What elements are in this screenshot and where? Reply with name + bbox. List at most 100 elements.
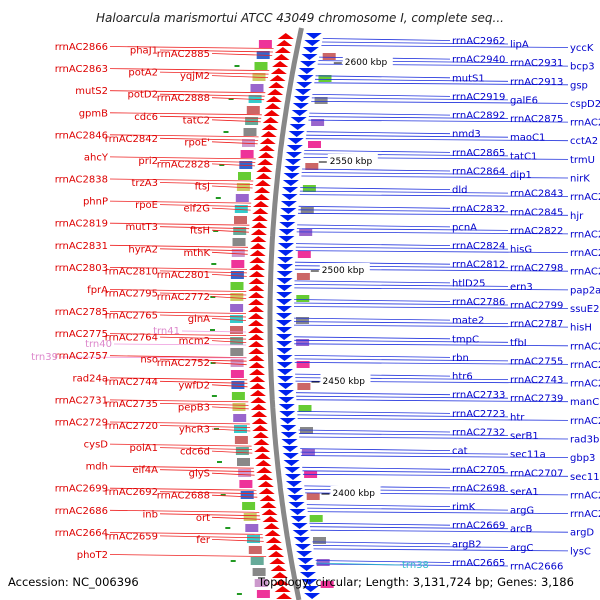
gene-label: rrnAC2705 xyxy=(452,465,505,476)
gene-label: cat xyxy=(452,446,468,457)
reverse-gene-arrow xyxy=(276,313,293,319)
forward-gene-arrow xyxy=(263,523,280,529)
orf-marker xyxy=(210,296,216,298)
leader-line xyxy=(316,563,509,567)
gene-label: arcB xyxy=(510,524,533,535)
forward-gene-arrow xyxy=(274,47,291,53)
reverse-gene-arrow xyxy=(281,194,298,200)
gene-label: potA2 xyxy=(128,68,158,79)
gene-label: htr6 xyxy=(452,372,473,383)
leader-line xyxy=(59,356,247,359)
gene-label: rrnAC2731 xyxy=(55,395,108,406)
kbp-label-bg xyxy=(342,55,393,67)
leader-line xyxy=(109,289,247,292)
cog-feature-block xyxy=(230,293,244,301)
forward-gene-arrow xyxy=(251,411,268,417)
forward-gene-arrow xyxy=(255,173,272,179)
reverse-gene-arrow xyxy=(276,348,293,354)
leader-line xyxy=(297,212,569,216)
forward-gene-arrow xyxy=(262,117,279,123)
cog-feature-block xyxy=(243,513,257,521)
gene-label: hyrA2 xyxy=(128,244,158,255)
gene-label: ern3 xyxy=(510,282,533,293)
gene-label: rrnAC2730 xyxy=(570,416,600,427)
gene-label: rrnAC2729 xyxy=(55,418,108,429)
gene-label: rrnAC2733 xyxy=(452,390,505,401)
cog-feature-block xyxy=(234,425,247,433)
forward-gene-arrow xyxy=(264,103,281,109)
leader-line xyxy=(310,529,569,533)
forward-gene-arrow xyxy=(248,369,265,375)
leader-line xyxy=(109,443,252,447)
gene-label: rrnAC2744 xyxy=(105,377,158,388)
forward-gene-arrow xyxy=(248,348,265,354)
cog-feature-block xyxy=(230,359,244,367)
reverse-gene-arrow xyxy=(276,285,293,291)
cog-feature-block xyxy=(238,172,251,180)
leader-line xyxy=(159,469,255,473)
leader-line xyxy=(109,178,254,182)
gene-label: hisG xyxy=(510,245,532,256)
accession-text: Accession: NC_006396 xyxy=(8,575,139,589)
gene-label: sec11a xyxy=(510,450,546,461)
reverse-gene-arrow xyxy=(276,271,293,277)
gene-label: phnP xyxy=(83,197,108,208)
leader-line xyxy=(294,355,451,358)
cog-feature-block xyxy=(302,185,316,192)
gene-label: rrnAC2803 xyxy=(55,263,108,274)
leader-line xyxy=(295,246,509,250)
leader-line xyxy=(294,358,509,362)
forward-gene-arrow xyxy=(261,509,278,515)
reverse-gene-arrow xyxy=(304,40,321,46)
gene-label: rrnAC2699 xyxy=(55,484,108,495)
reverse-gene-arrow xyxy=(285,481,302,487)
gene-label: eif2G xyxy=(183,204,210,215)
forward-gene-arrow xyxy=(250,229,267,235)
orf-marker xyxy=(213,230,219,232)
leader-line xyxy=(295,261,451,265)
cog-feature-block xyxy=(245,524,259,532)
forward-gene-arrow xyxy=(268,82,285,88)
gene-label: lysC xyxy=(570,546,591,557)
cog-feature-block xyxy=(230,370,244,378)
gene-label: rrnAC2831 xyxy=(55,241,108,252)
cog-feature-block xyxy=(234,205,248,213)
kbp-label: 2400 kbp xyxy=(333,489,376,499)
gene-label: yccK xyxy=(570,43,594,54)
gene-label: rrnAC2758 xyxy=(570,360,600,371)
cog-feature-block xyxy=(235,447,249,455)
reverse-gene-arrow xyxy=(288,502,305,508)
gene-label: rrnAC2863 xyxy=(55,64,108,75)
gene-label: rimK xyxy=(452,502,476,513)
forward-gene-arrow xyxy=(248,355,265,361)
gene-label: rrnAC2785 xyxy=(55,307,108,318)
forward-gene-arrow xyxy=(263,110,280,116)
leader-line xyxy=(211,53,273,56)
leader-line xyxy=(297,224,451,228)
reverse-gene-arrow xyxy=(297,558,314,564)
leader-line xyxy=(322,38,451,41)
gene-label: rrnAC2843 xyxy=(510,189,563,200)
gene-label: argG xyxy=(510,506,534,517)
leader-line xyxy=(293,324,569,328)
leader-line xyxy=(159,182,253,185)
reverse-gene-arrow xyxy=(280,208,297,214)
gene-label: rrnAC2819 xyxy=(55,219,108,230)
reverse-gene-arrow xyxy=(293,96,310,102)
gene-label: tfbI xyxy=(510,338,527,349)
forward-gene-arrow xyxy=(257,481,274,487)
leader-line xyxy=(211,75,269,78)
leader-line xyxy=(211,229,249,233)
reverse-gene-arrow xyxy=(297,75,314,81)
gene-label: maoC1 xyxy=(510,133,545,144)
gene-label: rrnAC2810 xyxy=(105,266,158,277)
forward-gene-arrow xyxy=(272,61,289,67)
cog-feature-block xyxy=(254,579,268,587)
gene-label: htlD25 xyxy=(452,278,485,289)
gene-label: rrnAC2846 xyxy=(55,130,108,141)
kbp-label-bg xyxy=(319,263,370,275)
cog-feature-block xyxy=(245,117,259,125)
cog-feature-block xyxy=(250,84,264,92)
leader-line xyxy=(109,311,247,314)
leader-line xyxy=(295,373,451,377)
